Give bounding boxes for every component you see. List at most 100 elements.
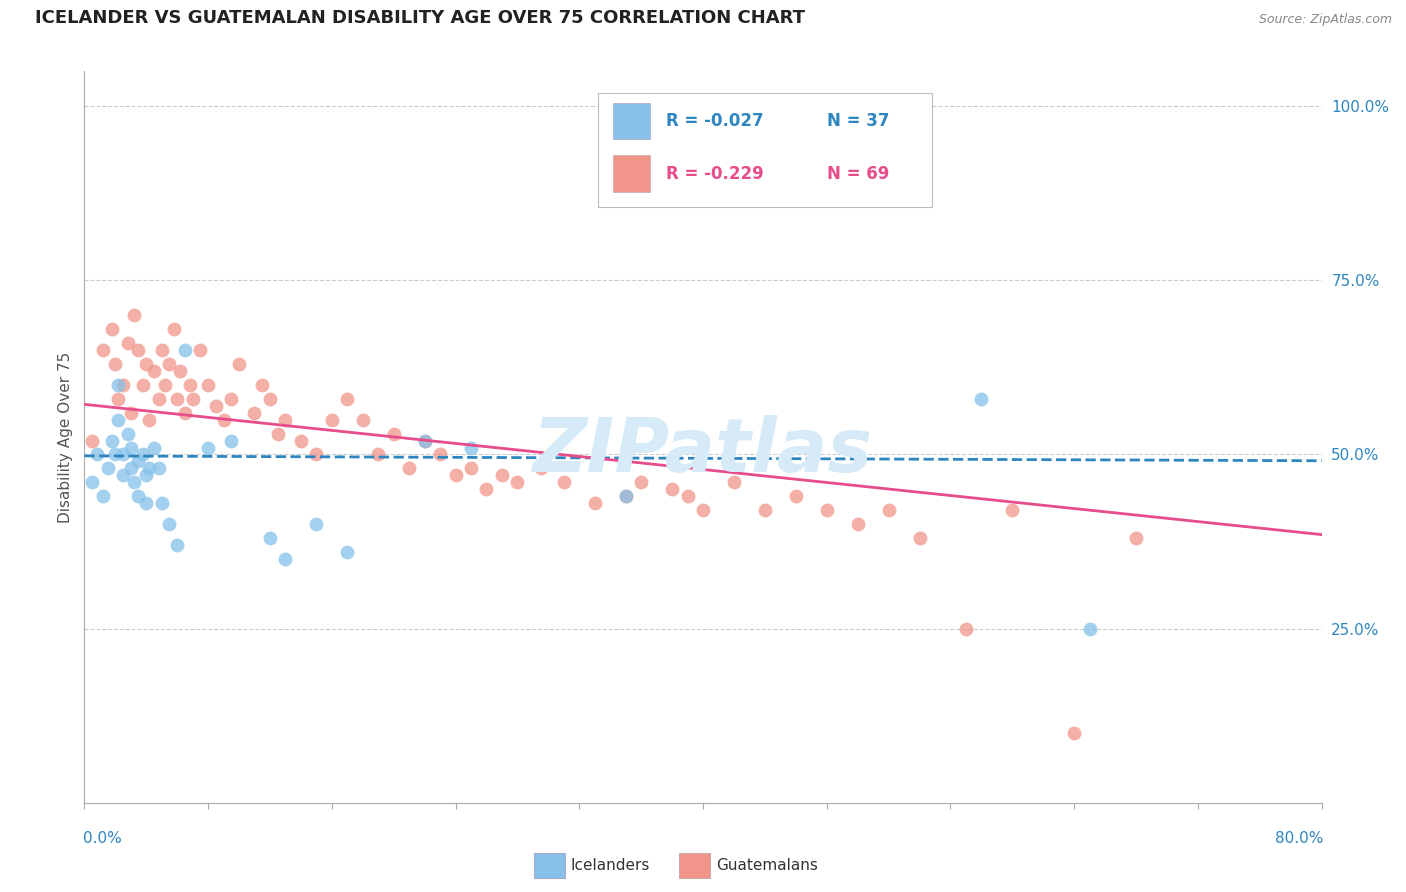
Point xyxy=(955,622,977,636)
Point xyxy=(150,343,173,357)
Point xyxy=(305,448,328,462)
Point xyxy=(197,441,219,455)
Point xyxy=(188,343,212,357)
Text: Guatemalans: Guatemalans xyxy=(716,858,817,872)
Point xyxy=(128,454,150,468)
Point xyxy=(290,434,312,448)
Point xyxy=(243,406,266,420)
Point xyxy=(132,377,155,392)
Point xyxy=(267,426,290,441)
FancyBboxPatch shape xyxy=(598,94,932,207)
Point xyxy=(97,461,120,475)
Point xyxy=(692,503,714,517)
Point xyxy=(112,468,135,483)
Point xyxy=(112,377,135,392)
Point xyxy=(159,517,181,532)
Point xyxy=(382,426,405,441)
Point xyxy=(877,503,900,517)
Point xyxy=(259,392,281,406)
Point xyxy=(101,434,124,448)
Point xyxy=(274,552,297,566)
Text: R = -0.027: R = -0.027 xyxy=(666,112,763,130)
Point xyxy=(336,392,359,406)
Point xyxy=(367,448,389,462)
Point xyxy=(120,441,142,455)
Point xyxy=(179,377,201,392)
Text: Source: ZipAtlas.com: Source: ZipAtlas.com xyxy=(1258,13,1392,27)
Point xyxy=(846,517,869,532)
Point xyxy=(221,392,243,406)
Point xyxy=(132,448,155,462)
Point xyxy=(970,392,993,406)
Point xyxy=(135,357,157,371)
Point xyxy=(723,475,745,490)
Point xyxy=(117,426,139,441)
Point xyxy=(159,357,181,371)
Point xyxy=(197,377,219,392)
Point xyxy=(530,461,553,475)
Point xyxy=(221,434,243,448)
Point xyxy=(148,392,170,406)
Point xyxy=(166,538,188,552)
Point xyxy=(166,392,188,406)
Point xyxy=(259,531,281,545)
Point xyxy=(122,475,145,490)
Text: 0.0%: 0.0% xyxy=(83,831,122,846)
Point xyxy=(107,412,129,426)
Point xyxy=(553,475,575,490)
Point xyxy=(181,392,204,406)
Point xyxy=(169,364,191,378)
Point xyxy=(82,475,104,490)
Point xyxy=(153,377,176,392)
Point xyxy=(91,489,114,503)
Point xyxy=(491,468,513,483)
Text: ICELANDER VS GUATEMALAN DISABILITY AGE OVER 75 CORRELATION CHART: ICELANDER VS GUATEMALAN DISABILITY AGE O… xyxy=(35,10,804,28)
Point xyxy=(101,322,124,336)
Point xyxy=(321,412,343,426)
Point xyxy=(785,489,807,503)
Point xyxy=(128,489,150,503)
Point xyxy=(305,517,328,532)
Point xyxy=(614,489,637,503)
Point xyxy=(1078,622,1101,636)
Text: R = -0.229: R = -0.229 xyxy=(666,165,763,183)
Point xyxy=(120,461,142,475)
Point xyxy=(143,441,166,455)
Point xyxy=(460,441,482,455)
Point xyxy=(252,377,274,392)
Point xyxy=(614,489,637,503)
Point xyxy=(1063,726,1085,740)
Point xyxy=(444,468,467,483)
Point xyxy=(205,399,228,413)
Point xyxy=(336,545,359,559)
Point xyxy=(138,461,160,475)
Point xyxy=(228,357,250,371)
Point xyxy=(754,503,776,517)
Point xyxy=(815,503,838,517)
Point xyxy=(107,377,129,392)
Point xyxy=(82,434,104,448)
Point xyxy=(676,489,699,503)
Point xyxy=(91,343,114,357)
Point xyxy=(583,496,606,510)
Point xyxy=(506,475,529,490)
Point xyxy=(104,448,127,462)
Text: Icelanders: Icelanders xyxy=(571,858,650,872)
Point xyxy=(661,483,683,497)
Point xyxy=(150,496,173,510)
Point xyxy=(117,336,139,351)
Point xyxy=(398,461,420,475)
Text: ZIPatlas: ZIPatlas xyxy=(533,415,873,488)
Point xyxy=(120,406,142,420)
FancyBboxPatch shape xyxy=(613,155,650,192)
Point xyxy=(174,343,197,357)
Point xyxy=(413,434,436,448)
Point xyxy=(138,412,160,426)
Point xyxy=(630,475,652,490)
Text: N = 69: N = 69 xyxy=(827,165,889,183)
Point xyxy=(274,412,297,426)
Point xyxy=(135,496,157,510)
Point xyxy=(148,461,170,475)
Point xyxy=(104,357,127,371)
Y-axis label: Disability Age Over 75: Disability Age Over 75 xyxy=(58,351,73,523)
